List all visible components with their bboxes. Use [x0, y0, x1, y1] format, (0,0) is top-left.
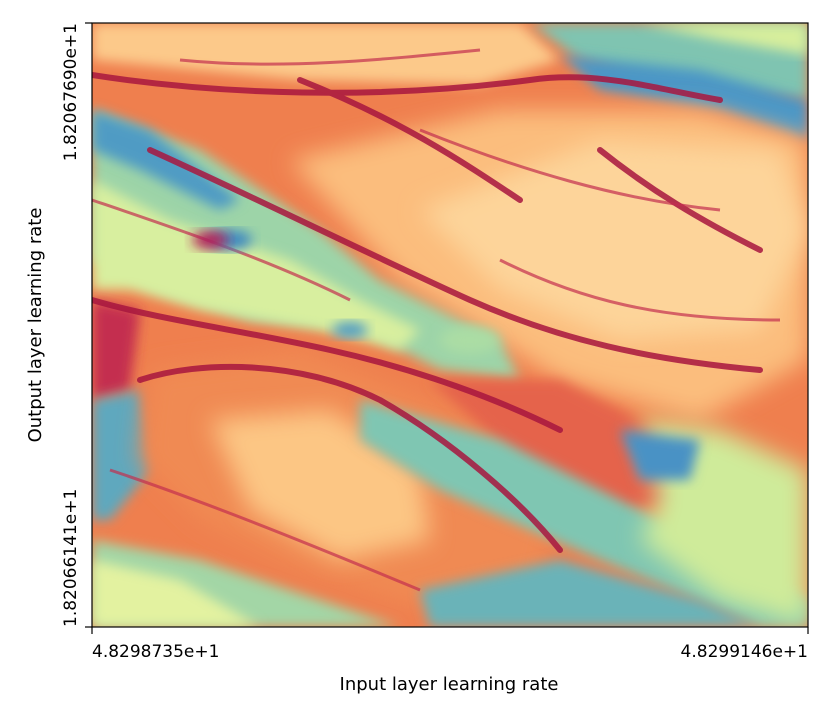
- y-tick-label-2: 1.82067690e+1: [61, 23, 81, 161]
- x-tick-label-2: 4.8299146e+1: [681, 642, 808, 662]
- plot-frame: [91, 22, 809, 628]
- y-axis-label: Output layer learning rate: [25, 208, 46, 443]
- x-tick-label-1: 4.8298735e+1: [92, 642, 219, 662]
- heatmap-image: [92, 23, 808, 627]
- x-axis-label: Input layer learning rate: [340, 674, 559, 695]
- y-tick-label-1: 1.82066141e+1: [61, 489, 81, 627]
